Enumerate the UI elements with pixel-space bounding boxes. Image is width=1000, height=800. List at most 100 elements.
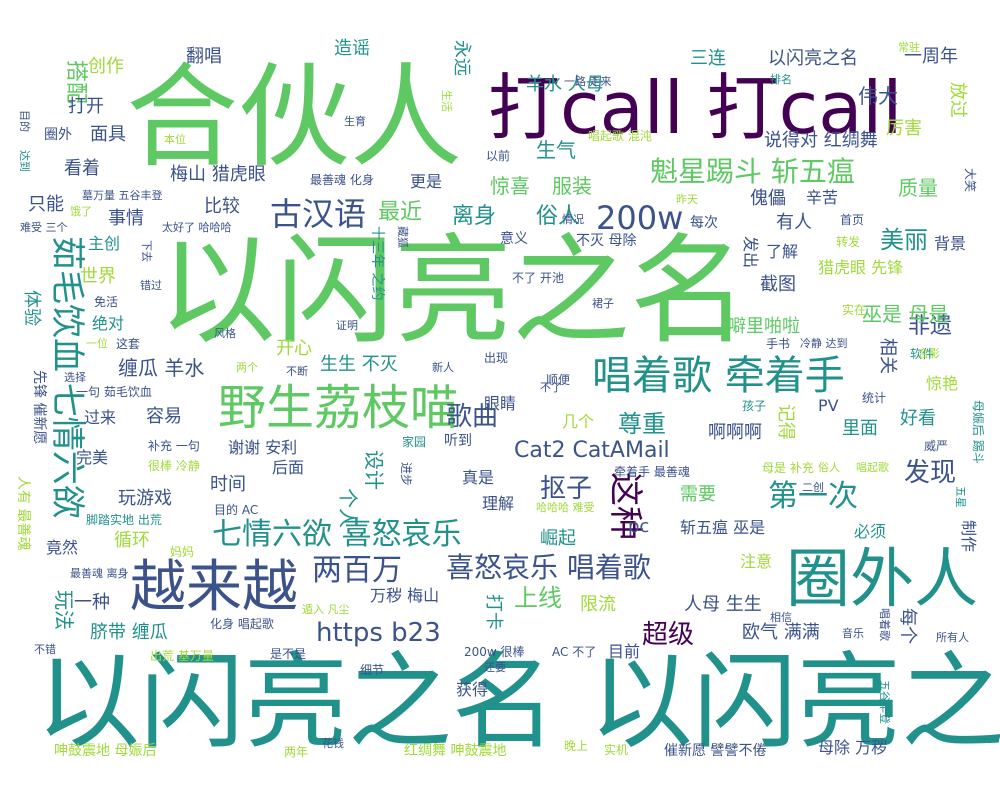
word-tongji: 统计 [862, 391, 887, 405]
word-liangbaiwan: 两百万 [312, 553, 402, 588]
word-renyou-zuishanhun: 人有 最善魂 [15, 476, 31, 551]
word-sanlian: 三连 [690, 48, 726, 69]
word-xinku: 辛苦 [806, 188, 839, 207]
word-limian: 里面 [842, 418, 878, 439]
word-bulekaichi: 不了 开池 [512, 271, 564, 285]
word-shengqi: 生气 [536, 138, 576, 162]
word-bule: 不了 [540, 381, 562, 394]
word-yiju-rumao: 一句 茹毛饮血 [76, 385, 152, 399]
word-qingkuang: 情况 [562, 213, 584, 226]
word-ele: 饿了 [70, 205, 92, 218]
word-jige: 几个 [562, 412, 595, 431]
word-changqige-small: 唱起歌 [856, 461, 889, 474]
word-changqige-hundun: 唱起歌 混沌 [588, 129, 652, 143]
word-xiaqu: 下去 [140, 240, 153, 262]
word-ouqi-manman: 欧气 满满 [742, 622, 820, 643]
word-pilipala: 噼里啪啦 [728, 316, 800, 337]
word-pc: pc [628, 516, 650, 537]
word-wanhui-meishan: 万秽 梅山 [370, 586, 440, 605]
word-kouzi: 抠子 [540, 474, 593, 504]
word-jingyan: 惊艳 [926, 374, 959, 393]
word-jiaota-chuhuang: 脚踏实地 出荒 [86, 513, 162, 527]
word-zuijin: 最近 [378, 200, 423, 225]
word-shangxian: 上线 [514, 584, 562, 612]
word-chuhuang-jiwanliang: 出荒 基万量 [150, 649, 214, 663]
word-xinuaile-changzhege: 喜怒哀乐 唱着歌 [446, 551, 651, 584]
word-hahaha-nanshou: 哈哈哈 难受 [536, 501, 595, 514]
word-haokan: 好看 [900, 408, 936, 429]
word-chaoji: 超级 [642, 620, 695, 650]
word-lijie: 理解 [482, 494, 515, 513]
word-sheji: 设计 [362, 450, 386, 490]
word-yishanliangzhiming-double: 以闪亮之名 以闪亮之名 [36, 641, 1000, 763]
word-dakai: 打开 [68, 96, 104, 117]
word-tingdao: 听到 [444, 433, 472, 449]
word-hehuoren: 合伙人 [126, 53, 462, 183]
word-erchuang: 二创 [802, 481, 824, 494]
word-bumie-muchu: 不灭 母除 [576, 233, 637, 249]
word-guhanyu: 古汉语 [270, 195, 367, 233]
word-qiqingliuyu-xinuaile: 七情六欲 喜怒哀乐 [212, 517, 462, 552]
word-houmian: 后面 [272, 458, 305, 477]
word-faxian: 发现 [904, 458, 957, 488]
word-lishen: 离身 [452, 204, 497, 229]
word-mama: 妈妈 [170, 545, 195, 559]
word-bucuo: 不错 [34, 643, 56, 656]
word-xianliu: 限流 [580, 594, 616, 615]
word-200w-henbang: 200w 很棒 [464, 645, 525, 659]
word-youren: 有人 [776, 212, 812, 233]
word-jinbu: 进步 [399, 462, 413, 487]
word-haiyao: 还要 [484, 661, 506, 674]
word-weiyan: 威严 [924, 439, 949, 453]
word-muwanliang-wugu: 墓万量 五谷丰登 [82, 189, 163, 202]
word-fachu: 发出 [741, 236, 760, 269]
word-wanfa: 玩法 [52, 590, 76, 630]
word-zunzhong: 尊重 [618, 410, 666, 438]
word-daka: 打卡 [483, 594, 504, 630]
word-mushi-buchong: 母是 补充 [762, 461, 814, 475]
word-rongyi: 容易 [146, 406, 182, 427]
word-paiming: 排名 [770, 73, 792, 86]
word-liaojie: 了解 [766, 242, 799, 261]
word-wanshang: 晚上 [564, 739, 589, 753]
word-muqian: 目前 [608, 642, 641, 661]
word-quanwairen: 圈外人 [786, 543, 978, 617]
word-zhenshi: 真是 [462, 468, 495, 487]
word-buchong-yiju: 补充 一句 [148, 439, 200, 453]
word-suren-small: 俗人 [818, 461, 840, 474]
word-muchu-wanhui: 母除 万秽 [818, 738, 888, 757]
word-zuotian: 昨天 [676, 193, 698, 206]
word-yishanliangzhiming-small: 以闪亮之名 [768, 48, 858, 69]
word-dunru-fanchen: 遁入 凡尘 [302, 603, 350, 616]
word-hongchouwu-shengu: 红绸舞 呻鼓震地 [404, 743, 507, 759]
word-quanwai: 圈外 [44, 127, 72, 143]
word-meili: 美丽 [880, 226, 928, 254]
word-kuixingtidou: 魁星踢斗 斩五瘟 [650, 155, 855, 188]
word-yuelaiyue: 越来越 [130, 555, 298, 620]
word-feiyi: 非遗 [908, 314, 953, 339]
word-xuanze: 选择 [64, 371, 86, 384]
word-ruanjian: 软件 [910, 347, 935, 361]
word-yishanliangzhiming-center: 以闪亮之名 [158, 222, 749, 360]
word-yiyi: 意义 [500, 231, 528, 247]
word-benwei: 本位 [164, 133, 186, 146]
word-xiangxin: 相信 [770, 611, 792, 624]
word-gengshi: 更是 [410, 172, 443, 191]
word-ac-bule: AC 不了 [552, 645, 597, 659]
word-haizi: 孩子 [742, 399, 767, 413]
word-pv: PV [818, 396, 839, 415]
word-https: https b23 [316, 618, 441, 648]
word-yeshenglizhimiao: 野生荔枝喵 [218, 380, 459, 436]
word-wuxing: 五星 [954, 486, 967, 508]
word-huashen-changqige: 化身 唱起歌 [210, 617, 274, 631]
word-200w: 200w [596, 199, 684, 237]
word-suren: 俗人 [536, 204, 581, 229]
word-cuixinyuan: 催新愿 譬譬不倦 [664, 743, 767, 759]
word-xianfeng-cuixinyuan: 先锋 催新愿 [31, 370, 47, 445]
word-shengu-muzhenhou: 呻鼓震地 母娠后 [54, 743, 157, 759]
word-zhengming: 证明 [336, 319, 358, 332]
word-yiwei: 一位 [86, 337, 108, 350]
word-fanchang: 翻唱 [186, 46, 222, 67]
word-cat2: Cat2 CatAMail [514, 438, 670, 463]
word-bijiao: 比较 [204, 196, 240, 217]
